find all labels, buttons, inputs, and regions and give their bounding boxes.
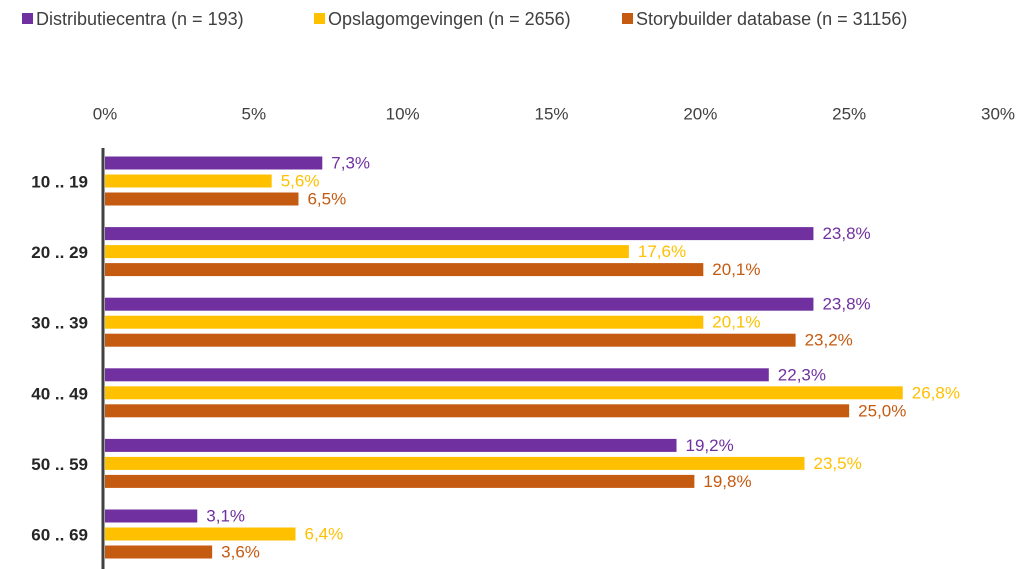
value-label: 5,6% [281,171,320,190]
value-label: 3,6% [221,542,260,561]
legend-swatch [22,13,33,24]
value-label: 19,2% [686,436,734,455]
value-label: 23,8% [822,224,870,243]
value-label: 20,1% [712,260,760,279]
value-label: 26,8% [912,383,960,402]
bar [105,456,805,470]
value-label: 23,8% [822,295,870,314]
bar [105,438,677,452]
value-label: 23,5% [814,454,862,473]
value-label: 23,2% [805,331,853,350]
x-tick-label: 30% [981,104,1015,123]
x-tick-label: 25% [832,104,866,123]
bar [105,386,903,400]
value-label: 6,4% [305,524,344,543]
bar [105,263,704,277]
x-tick-label: 5% [242,104,267,123]
y-tick-label: 40 .. 49 [31,384,88,403]
bar [105,227,814,241]
bar [105,174,272,188]
bar [105,297,814,311]
value-label: 19,8% [703,472,751,491]
bar [105,315,704,329]
bar [105,404,850,418]
bar [105,368,769,382]
legend-swatch [622,13,633,24]
value-label: 6,5% [307,189,346,208]
bar [105,474,695,488]
value-label: 20,1% [712,313,760,332]
x-tick-label: 10% [386,104,420,123]
value-label: 7,3% [331,153,370,172]
legend-label: Opslagomgevingen (n = 2656) [328,9,571,29]
value-label: 22,3% [778,365,826,384]
y-tick-label: 20 .. 29 [31,243,88,262]
legend-label: Distributiecentra (n = 193) [36,9,244,29]
bar [105,192,299,206]
x-tick-label: 15% [534,104,568,123]
y-tick-label: 10 .. 19 [31,172,88,191]
legend-label: Storybuilder database (n = 31156) [636,9,907,29]
y-tick-label: 30 .. 39 [31,314,88,333]
bar [105,509,198,523]
value-label: 17,6% [638,242,686,261]
bar [105,156,323,170]
x-tick-label: 20% [683,104,717,123]
legend-swatch [314,13,325,24]
bar [105,245,629,259]
bar [105,333,796,347]
y-tick-label: 60 .. 69 [31,525,88,544]
x-tick-label: 0% [93,104,118,123]
bar [105,545,213,559]
y-tick-label: 50 .. 59 [31,455,88,474]
value-label: 3,1% [206,506,245,525]
bar [105,527,296,541]
value-label: 25,0% [858,401,906,420]
